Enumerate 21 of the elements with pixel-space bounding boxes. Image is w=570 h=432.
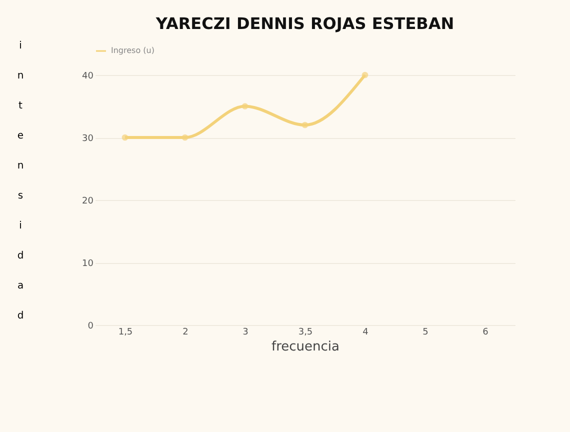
x-tick-label: 6 <box>482 328 489 338</box>
point <box>122 134 128 141</box>
text: intensidad <box>17 40 24 322</box>
y-tick-label: 0 <box>88 322 94 332</box>
chart-title: YARECZI DENNIS ROJAS ESTEBAN <box>154 14 454 33</box>
x-tick-label: 5 <box>422 328 428 338</box>
point <box>182 134 188 141</box>
y-tick-label: 40 <box>82 72 94 82</box>
x-tick-label: 3 <box>242 328 248 338</box>
legend-label: Ingreso (u) <box>111 46 154 55</box>
x-tick-label: 2 <box>182 328 188 338</box>
point <box>302 122 308 128</box>
y-tick-label: 30 <box>82 134 94 144</box>
x-tick-label: 4 <box>362 328 369 338</box>
x-tick-label: 3,5 <box>298 328 313 338</box>
point <box>362 72 368 78</box>
y-tick-label: 10 <box>82 259 94 269</box>
x-tick-label: 1,5 <box>118 328 133 338</box>
point <box>242 103 248 110</box>
y-tick-label: 20 <box>82 196 94 206</box>
x-axis-title: frecuencia <box>272 340 340 354</box>
